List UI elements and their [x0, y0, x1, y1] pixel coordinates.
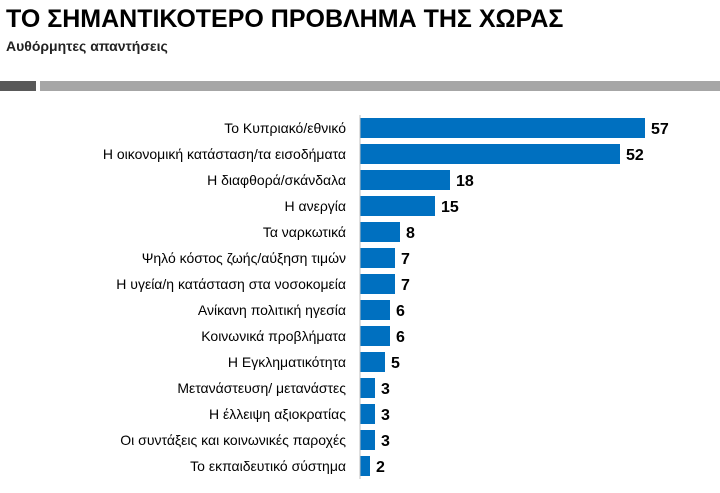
value-label: 7 [401, 251, 410, 268]
value-label: 2 [376, 459, 385, 476]
bars-layer: Το Κυπριακό/εθνικό 57Η οικονομική κατάστα… [103, 118, 669, 476]
category-label: Η οικονομική κατάσταση/τα εισοδήματα [103, 146, 346, 162]
value-label: 5 [391, 355, 400, 372]
bar [360, 456, 370, 476]
category-label: Η Εγκληματικότητα [228, 354, 346, 370]
value-label: 3 [381, 407, 390, 424]
value-label: 6 [396, 303, 405, 320]
bar [360, 170, 450, 190]
category-label: Τα ναρκωτικά [263, 224, 346, 240]
bar [360, 352, 385, 372]
category-label: Οι συντάξεις και κοινωνικές παροχές [120, 432, 346, 448]
bar [360, 326, 390, 346]
category-label: Η διαφθορά/σκάνδαλα [207, 172, 346, 188]
bar [360, 378, 375, 398]
bar [360, 196, 435, 216]
category-label: Το εκπαιδευτικό σύστημα [190, 458, 346, 474]
bar [360, 118, 645, 138]
value-label: 6 [396, 329, 405, 346]
value-label: 3 [381, 433, 390, 450]
bar [360, 144, 620, 164]
category-label: Το Κυπριακό/εθνικό [224, 120, 346, 136]
bar [360, 430, 375, 450]
chart-subtitle: Αυθόρμητες απαντήσεις [6, 38, 168, 54]
value-label: 57 [651, 121, 669, 138]
divider-dark-segment [0, 81, 36, 91]
category-label: Η ανεργία [284, 198, 346, 214]
bar [360, 222, 400, 242]
chart-title: ΤΟ ΣΗΜΑΝΤΙΚΟΤΕΡΟ ΠΡΟΒΛΗΜΑ ΤΗΣ ΧΩΡΑΣ [6, 5, 564, 33]
bar [360, 300, 390, 320]
value-label: 15 [441, 199, 459, 216]
value-label: 18 [456, 173, 474, 190]
category-label: Ανίκανη πολιτική ηγεσία [198, 302, 346, 318]
category-label: Η έλλειψη αξιοκρατίας [209, 406, 346, 422]
category-label: Μετανάστευση/ μετανάστες [177, 380, 346, 396]
value-label: 8 [406, 225, 415, 242]
category-label: Η υγεία/η κατάσταση στα νοσοκομεία [116, 276, 346, 292]
divider-light-segment [40, 81, 720, 91]
bar [360, 274, 395, 294]
value-label: 3 [381, 381, 390, 398]
category-label: Κοινωνικά προβλήματα [201, 328, 346, 344]
bar [360, 248, 395, 268]
value-label: 52 [626, 147, 644, 164]
value-label: 7 [401, 277, 410, 294]
category-label: Ψηλό κόστος ζωής/αύξηση τιμών [142, 250, 346, 266]
bar [360, 404, 375, 424]
